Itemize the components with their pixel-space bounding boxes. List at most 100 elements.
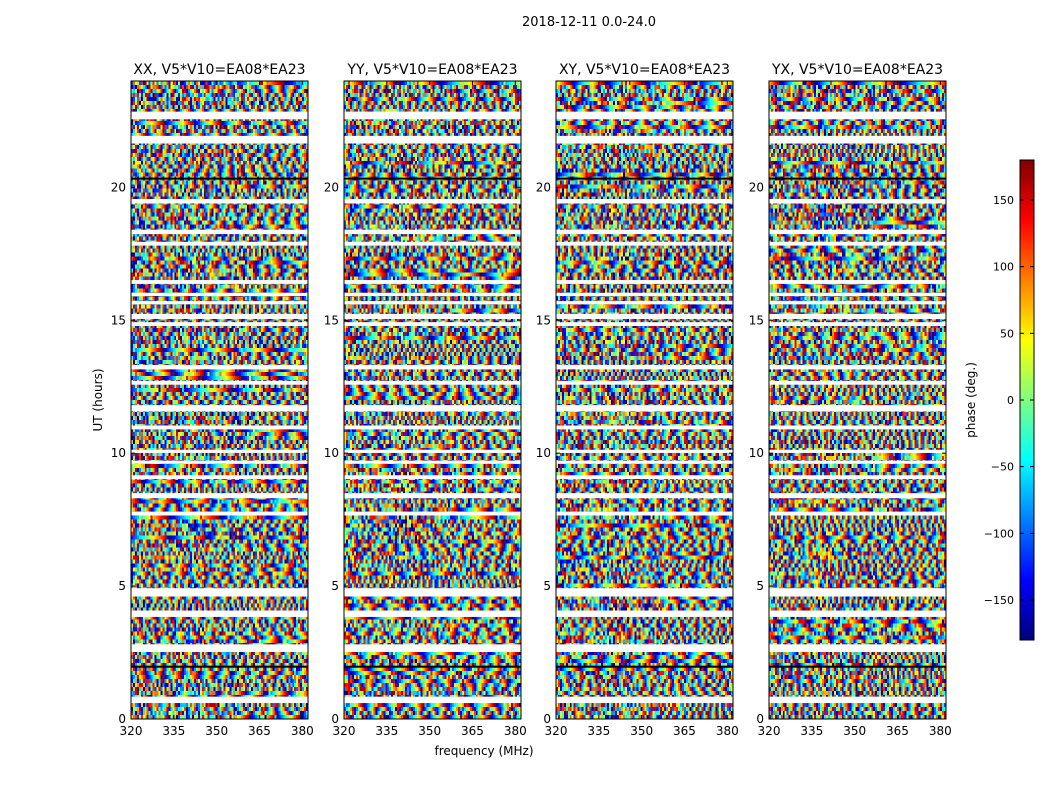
flagged-gap xyxy=(769,364,946,370)
y-tick-label: 0 xyxy=(118,712,126,726)
panel-3: XY, V5*V10=EA08*EA23 320 335 350 365 380 0 5 10 1… xyxy=(536,62,739,738)
flagged-gap xyxy=(131,460,308,464)
dark-row xyxy=(344,665,521,668)
x-tick-label: 380 xyxy=(504,724,527,738)
flagged-gap xyxy=(769,292,946,297)
dark-row xyxy=(131,177,308,180)
colorbar-label: phase (deg.) xyxy=(964,362,978,438)
flagged-gap xyxy=(344,449,521,453)
flagged-gap xyxy=(131,292,308,297)
flagged-gap xyxy=(769,405,946,412)
panel-title: XY, V5*V10=EA08*EA23 xyxy=(559,62,730,78)
axes-frame xyxy=(130,80,309,720)
x-tick-label: 320 xyxy=(545,724,568,738)
flagged-gap xyxy=(556,511,733,516)
flagged-gap xyxy=(769,241,946,246)
y-tick-label: 5 xyxy=(118,579,126,593)
x-tick-label: 365 xyxy=(248,724,271,738)
dark-row xyxy=(769,177,946,180)
flagged-gap xyxy=(769,475,946,480)
flagged-gap xyxy=(131,475,308,480)
panel-1: XX, V5*V10=EA08*EA23 320 335 350 365 380 0 5 10 1… xyxy=(91,62,314,738)
flagged-gap xyxy=(344,610,521,617)
y-axis-label: UT (hours) xyxy=(91,368,105,431)
flagged-gap xyxy=(769,280,946,284)
flagged-gap xyxy=(769,135,946,144)
colorbar-tick-label: 0 xyxy=(1007,394,1014,407)
flagged-gap xyxy=(769,380,946,385)
y-tick-label: 20 xyxy=(111,180,126,194)
y-tick-label: 15 xyxy=(749,313,764,327)
panel-2: YY, V5*V10=EA08*EA23 320 335 350 365 380 0 5 10 1… xyxy=(324,62,534,758)
x-tick-label: 380 xyxy=(291,724,314,738)
panel-title: XX, V5*V10=EA08*EA23 xyxy=(133,62,305,78)
phase-image xyxy=(556,81,733,719)
flagged-gap xyxy=(769,425,946,430)
colorbar-tick-label: −150 xyxy=(984,594,1014,607)
figure-title: 2018-12-11 0.0-24.0 xyxy=(522,15,656,30)
dark-row xyxy=(556,177,733,180)
flagged-gap xyxy=(556,449,733,453)
flagged-gap xyxy=(131,511,308,516)
flagged-gap xyxy=(556,313,733,319)
flagged-gap xyxy=(344,588,521,597)
dark-row xyxy=(131,665,308,668)
flagged-gap xyxy=(344,313,521,319)
flagged-gap xyxy=(769,199,946,204)
flagged-gap xyxy=(131,493,308,499)
y-tick-label: 0 xyxy=(543,712,551,726)
y-tick-label: 5 xyxy=(756,579,764,593)
flagged-gap xyxy=(344,425,521,430)
flagged-gap xyxy=(131,229,308,235)
dark-row xyxy=(769,665,946,668)
x-tick-label: 365 xyxy=(886,724,909,738)
flagged-gap xyxy=(769,493,946,499)
flagged-gap xyxy=(131,405,308,412)
flagged-gap xyxy=(556,135,733,144)
y-tick-label: 0 xyxy=(756,712,764,726)
flagged-gap xyxy=(344,405,521,412)
panel-4: YX, V5*V10=EA08*EA23 320 335 350 365 380 0 5 10 1… xyxy=(749,62,952,738)
x-tick-label: 365 xyxy=(461,724,484,738)
flagged-gap xyxy=(769,111,946,120)
colorbar: −150 −100 −50 0 50 100 150 phase (deg.) xyxy=(964,159,1035,641)
dark-row xyxy=(344,177,521,180)
flagged-gap xyxy=(556,493,733,499)
y-tick-label: 10 xyxy=(324,446,339,460)
flagged-gap xyxy=(769,460,946,464)
flagged-gap xyxy=(344,199,521,204)
flagged-gap xyxy=(344,229,521,235)
flagged-gap xyxy=(769,511,946,516)
flagged-gap xyxy=(344,111,521,120)
y-tick-label: 5 xyxy=(543,579,551,593)
flagged-gap xyxy=(344,241,521,246)
y-tick-label: 10 xyxy=(749,446,764,460)
axes-frame xyxy=(768,80,947,720)
flagged-gap xyxy=(769,313,946,319)
y-tick-label: 20 xyxy=(749,180,764,194)
flagged-gap xyxy=(556,322,733,326)
flagged-gap xyxy=(131,696,308,704)
flagged-gap xyxy=(131,644,308,653)
y-tick-label: 15 xyxy=(324,313,339,327)
flagged-gap xyxy=(131,610,308,617)
y-tick-label: 10 xyxy=(536,446,551,460)
flagged-gap xyxy=(556,425,733,430)
flagged-gap xyxy=(131,313,308,319)
colorbar-tick-label: −50 xyxy=(991,461,1014,474)
flagged-gap xyxy=(344,696,521,704)
y-tick-label: 10 xyxy=(111,446,126,460)
flagged-gap xyxy=(131,280,308,284)
flagged-gap xyxy=(131,425,308,430)
flagged-gap xyxy=(344,475,521,480)
flagged-gap xyxy=(131,380,308,385)
flagged-gap xyxy=(556,644,733,653)
flagged-gap xyxy=(769,610,946,617)
phase-image xyxy=(344,81,521,719)
x-tick-label: 335 xyxy=(800,724,823,738)
x-tick-label: 320 xyxy=(333,724,356,738)
flagged-gap xyxy=(344,135,521,144)
flagged-gap xyxy=(769,301,946,305)
flagged-gap xyxy=(556,292,733,297)
y-tick-label: 15 xyxy=(111,313,126,327)
